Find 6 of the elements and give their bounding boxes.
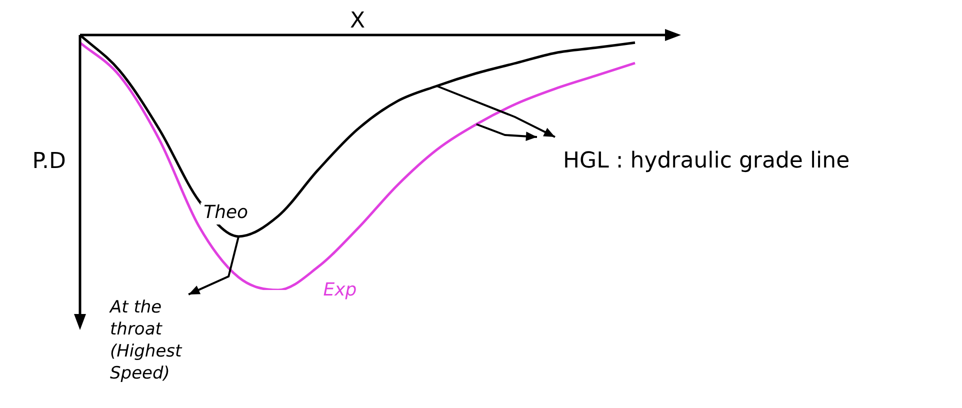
series-label: Theo [204, 202, 248, 224]
y-axis-title: P.D [32, 149, 66, 174]
annotation: HGL : hydraulic grade line [563, 148, 850, 174]
series-label: Exp [323, 280, 357, 301]
text: At the throat (Highest Speed) [109, 297, 184, 384]
x-axis-title: X [350, 8, 366, 34]
